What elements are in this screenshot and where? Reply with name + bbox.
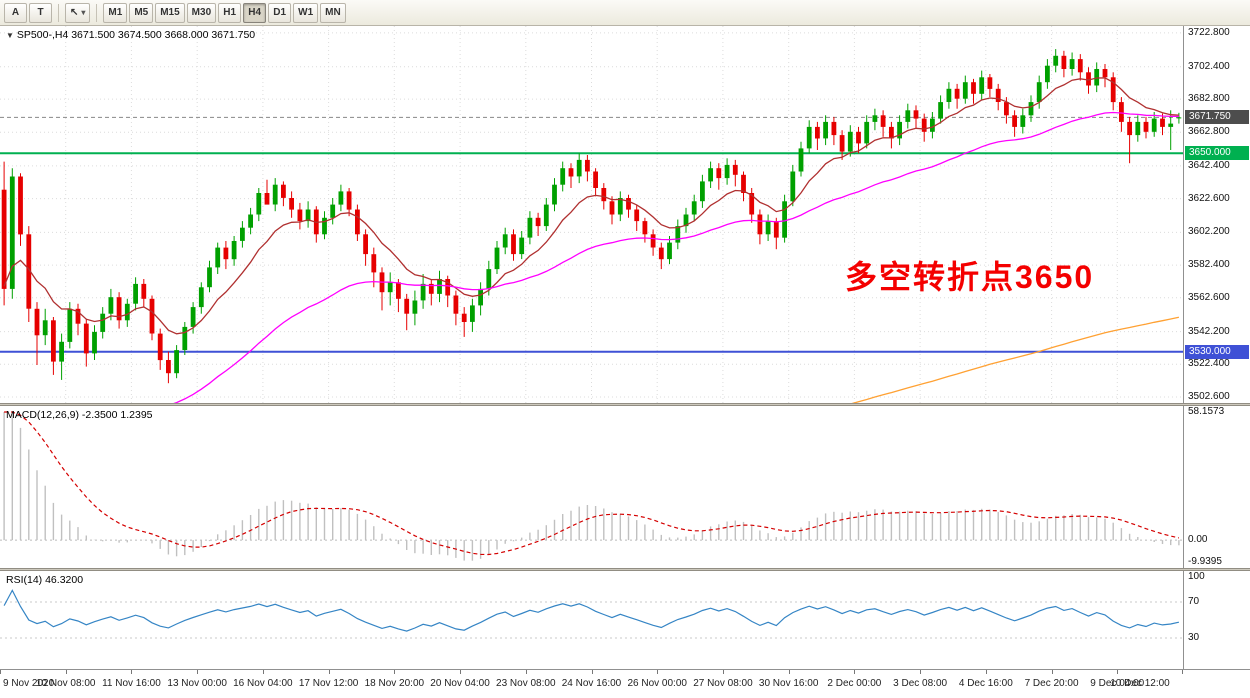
- time-axis-label: 30 Nov 16:00: [758, 678, 819, 689]
- price-axis-label: 3562.600: [1188, 291, 1230, 303]
- price-axis-label: 3682.800: [1188, 93, 1230, 105]
- time-tick: [1117, 670, 1119, 674]
- time-tick: [985, 670, 987, 674]
- shapes-tool-button[interactable]: T: [29, 2, 52, 23]
- timeframe-d1[interactable]: D1: [268, 2, 292, 23]
- time-tick: [131, 670, 133, 674]
- price-axis-label: 3582.400: [1188, 259, 1230, 271]
- cursor-icon: ↖: [70, 7, 79, 18]
- toolbar-separator: [58, 3, 59, 22]
- time-tick: [1182, 670, 1183, 674]
- price-axis-label: 3602.200: [1188, 226, 1230, 238]
- time-axis-label: 9 Dec 04:00: [1090, 678, 1145, 689]
- rsi-axis-label: 70: [1188, 596, 1200, 607]
- time-axis-label: 11 Nov 16:00: [102, 678, 161, 689]
- time-axis-label: 24 Nov 16:00: [561, 678, 622, 689]
- time-tick: [854, 670, 856, 674]
- macd-axis-label: 0.00: [1188, 534, 1208, 546]
- time-axis-label: 2 Dec 00:00: [827, 678, 882, 689]
- price-axis-label: 3502.600: [1188, 391, 1230, 403]
- panel-divider-macd[interactable]: [0, 403, 1250, 406]
- macd-axis-label: -9.9395: [1188, 556, 1222, 567]
- main-chart-canvas[interactable]: [0, 26, 1183, 403]
- price-axis: 3722.800 3702.400 3682.800 3662.800 3642.400…: [1183, 26, 1250, 403]
- chevron-down-icon: ▾: [81, 8, 86, 17]
- price-axis-label: 3722.800: [1188, 26, 1230, 38]
- text-tool-button[interactable]: A: [4, 2, 27, 23]
- time-axis-label: 27 Nov 08:00: [693, 678, 753, 689]
- macd-canvas[interactable]: [0, 406, 1183, 568]
- time-tick: [1051, 670, 1053, 674]
- macd-axis: 58.1573 0.00 -9.9395: [1183, 406, 1250, 568]
- time-tick: [788, 670, 790, 674]
- timeframe-mn[interactable]: MN: [320, 2, 346, 23]
- rsi-label: RSI(14) 46.3200: [6, 574, 84, 586]
- macd-panel: 58.1573 0.00 -9.9395 MACD(12,26,9) -2.3500…: [0, 406, 1250, 568]
- price-axis-label: 3542.200: [1188, 325, 1230, 337]
- time-tick: [65, 670, 67, 674]
- hline-price-tag: 3530.000: [1185, 344, 1249, 359]
- time-axis-label: 10 Dec 12:00: [1110, 678, 1170, 689]
- panel-divider-rsi[interactable]: [0, 568, 1250, 571]
- rsi-axis: 100 70 30: [1183, 571, 1250, 669]
- price-axis-label: 3662.800: [1188, 126, 1230, 138]
- symbol-ohlc-text: SP500-,H4 3671.500 3674.500 3668.000 367…: [16, 29, 256, 41]
- price-axis-label: 3522.400: [1188, 358, 1230, 370]
- timeframe-m5[interactable]: M5: [129, 2, 154, 23]
- macd-axis-label: 58.1573: [1188, 406, 1225, 417]
- time-axis-label: 9 Nov 2020: [3, 678, 55, 689]
- chart-expander-icon[interactable]: ▼: [6, 31, 14, 40]
- time-axis-label: 10 Nov 08:00: [35, 678, 96, 689]
- rsi-axis-label: 100: [1188, 571, 1205, 582]
- time-axis: 9 Nov 2020 10 Nov 08:00 11 Nov 16:00 13 Nov…: [0, 669, 1250, 698]
- timeframe-m15[interactable]: M15: [155, 2, 185, 23]
- time-tick: [0, 670, 1, 674]
- timeframe-w1[interactable]: W1: [293, 2, 319, 23]
- symbol-info: ▼ SP500-,H4 3671.500 3674.500 3668.000 36…: [6, 29, 255, 41]
- rsi-canvas[interactable]: [0, 571, 1183, 669]
- time-axis-label: 13 Nov 00:00: [167, 678, 227, 689]
- chart-annotation-text: 多空转折点3650: [845, 259, 1095, 295]
- time-axis-label: 18 Nov 20:00: [364, 678, 425, 689]
- cursor-tool-dropdown[interactable]: ↖ ▾: [65, 2, 91, 23]
- main-chart-panel: 3722.800 3702.400 3682.800 3662.800 3642.400…: [0, 26, 1250, 403]
- time-tick: [920, 670, 922, 674]
- time-tick: [591, 670, 593, 674]
- toolbar-separator: [96, 3, 98, 22]
- time-tick: [328, 670, 330, 674]
- time-axis-label: 16 Nov 04:00: [233, 678, 293, 689]
- time-axis-label: 4 Dec 16:00: [958, 678, 1013, 689]
- current-price-tag: 3671.750: [1185, 110, 1249, 125]
- time-axis-label: 3 Dec 08:00: [893, 678, 948, 689]
- timeframe-h1[interactable]: H1: [218, 2, 242, 23]
- time-axis-label: 23 Nov 08:00: [496, 678, 556, 689]
- price-axis-label: 3622.600: [1188, 192, 1230, 204]
- time-tick: [262, 670, 264, 674]
- time-tick: [722, 670, 724, 674]
- time-tick: [394, 670, 396, 674]
- time-axis-label: 7 Dec 20:00: [1024, 678, 1079, 689]
- time-tick: [197, 670, 199, 674]
- timeframe-m30[interactable]: M30: [186, 2, 217, 23]
- time-axis-label: 17 Nov 12:00: [298, 678, 359, 689]
- rsi-panel: 100 70 30 RSI(14) 46.3200: [0, 571, 1250, 669]
- price-axis-label: 3642.400: [1188, 159, 1230, 171]
- time-tick: [460, 670, 462, 674]
- macd-label: MACD(12,26,9) -2.3500 1.2395: [6, 409, 153, 421]
- price-axis-label: 3702.400: [1188, 60, 1230, 72]
- time-axis-label: 20 Nov 04:00: [430, 678, 490, 689]
- time-axis-label: 26 Nov 00:00: [627, 678, 687, 689]
- timeframe-m1[interactable]: M1: [103, 2, 128, 23]
- hline-price-tag: 3650.000: [1185, 146, 1249, 161]
- timeframe-buttons: M1 M5 M15 M30 H1 H4 D1 W1 MN: [103, 2, 346, 23]
- timeframe-h4[interactable]: H4: [243, 2, 267, 23]
- rsi-axis-label: 30: [1188, 632, 1200, 643]
- time-tick: [525, 670, 527, 674]
- time-tick: [657, 670, 659, 674]
